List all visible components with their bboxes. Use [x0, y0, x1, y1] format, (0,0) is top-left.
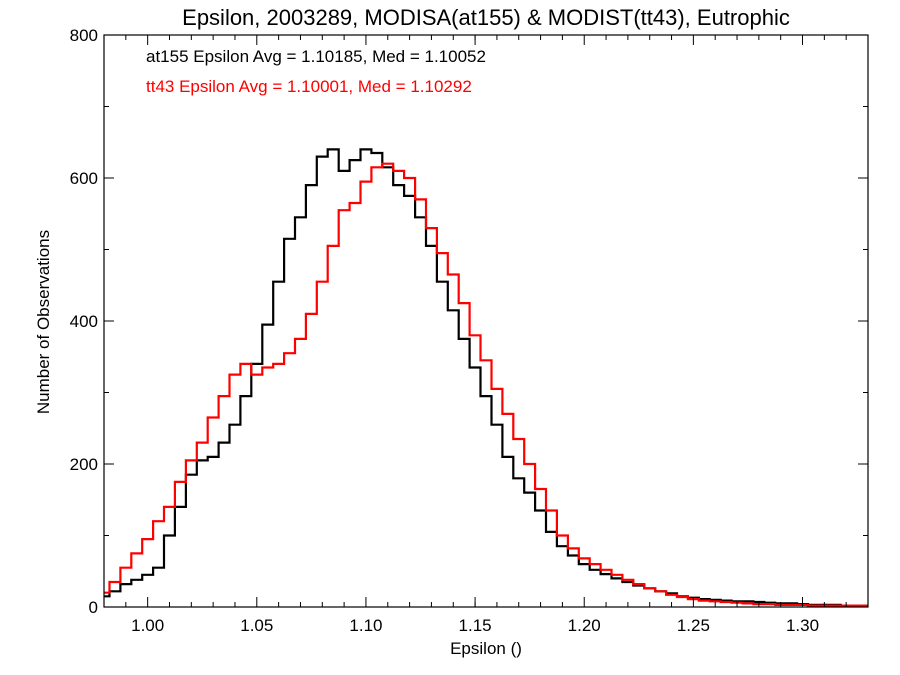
x-tick-label: 1.25 — [677, 616, 710, 635]
x-tick-label: 1.30 — [786, 616, 819, 635]
x-tick-label: 1.20 — [568, 616, 601, 635]
y-tick-label: 200 — [70, 455, 98, 474]
x-tick-label: 1.15 — [459, 616, 492, 635]
plot-frame — [103, 34, 869, 608]
x-axis-label: Epsilon () — [450, 639, 522, 658]
y-axis: 0 200 400 600 800 — [70, 26, 868, 617]
x-tick-label: 1.10 — [349, 616, 382, 635]
y-tick-label: 800 — [70, 26, 98, 45]
series-layer — [104, 148, 868, 607]
y-axis-label: Number of Observations — [34, 230, 53, 414]
y-tick-label: 600 — [70, 169, 98, 188]
x-tick-label: 1.05 — [240, 616, 273, 635]
series-line-1 — [104, 148, 868, 607]
annotation-at155: at155 Epsilon Avg = 1.10185, Med = 1.100… — [146, 47, 486, 66]
annotation-tt43: tt43 Epsilon Avg = 1.10001, Med = 1.1029… — [146, 77, 472, 96]
y-tick-label: 400 — [70, 312, 98, 331]
chart-title: Epsilon, 2003289, MODISA(at155) & MODIST… — [182, 5, 790, 30]
series-line-2 — [104, 162, 868, 607]
x-axis: 1.00 1.05 1.10 1.15 1.20 1.25 1.30 — [125, 35, 847, 635]
y-tick-label: 0 — [89, 598, 98, 617]
x-tick-label: 1.00 — [131, 616, 164, 635]
